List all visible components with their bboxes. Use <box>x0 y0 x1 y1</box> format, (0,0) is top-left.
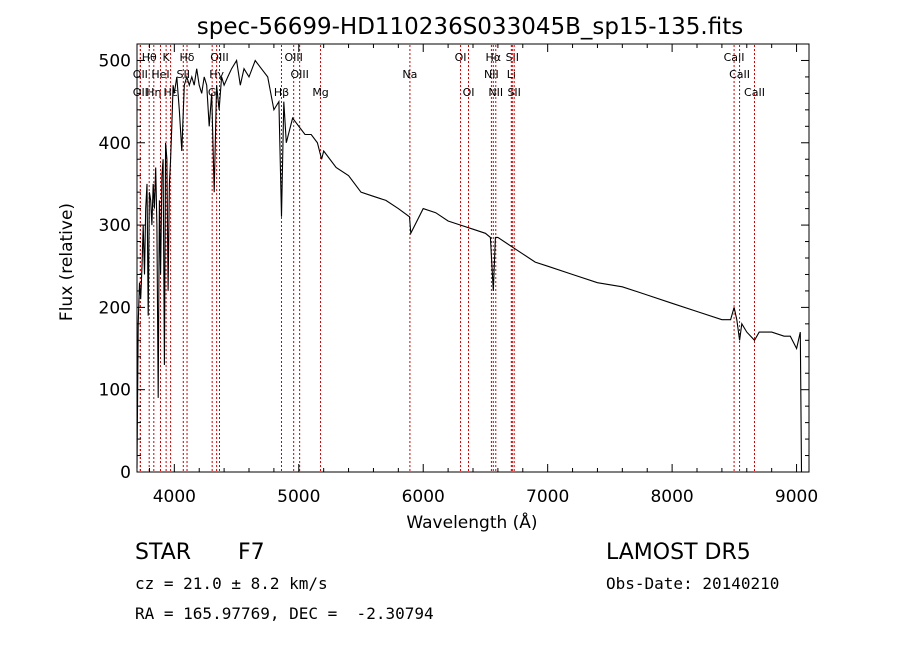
x-tick-label: 5000 <box>277 487 320 507</box>
line-marker-label: Hη <box>146 86 161 99</box>
line-marker-label: Hα <box>486 51 502 64</box>
line-marker-label: NII <box>484 68 499 81</box>
spectrum-series <box>136 58 803 473</box>
x-axis-label: Wavelength (Å) <box>406 511 537 533</box>
line-marker-label: Hβ <box>274 86 289 99</box>
line-marker-label: Hθ <box>142 51 157 64</box>
line-marker-label: OIII <box>284 51 302 64</box>
coordinates: RA = 165.97769, DEC = -2.30794 <box>135 604 434 623</box>
line-marker-label: SII <box>506 51 519 64</box>
line-marker-label: OIII <box>290 68 308 81</box>
line-marker-label: K <box>163 51 171 64</box>
line-marker-label: OII <box>133 86 148 99</box>
line-marker-label: CaII <box>729 68 750 81</box>
axes: 4000 5000 6000 7000 8000 9000 0 100 200 300 400 500 <box>99 44 818 507</box>
line-marker-label: Na <box>402 68 417 81</box>
x-tick-label: 7000 <box>526 487 569 507</box>
line-marker-label: HeI <box>151 68 169 81</box>
x-tick-label: 6000 <box>402 487 445 507</box>
y-tick-label: 500 <box>99 51 131 71</box>
line-marker-label: CaII <box>724 51 745 64</box>
x-tick-label: 4000 <box>153 487 196 507</box>
line-marker-label: Hδ <box>180 51 195 64</box>
line-marker-label: SII <box>507 86 520 99</box>
line-marker-label: OI <box>463 86 475 99</box>
y-axis-label: Flux (relative) <box>57 203 77 321</box>
x-tick-label: 8000 <box>650 487 693 507</box>
line-marker-label: CaII <box>744 86 765 99</box>
line-marker-label: Mg <box>312 86 328 99</box>
y-tick-label: 300 <box>99 216 131 236</box>
plot-frame <box>136 43 810 473</box>
line-marker-label: G <box>208 86 217 99</box>
line-marker-label: Li <box>507 68 516 81</box>
line-marker-label: OI <box>455 51 467 64</box>
object-subclass: F7 <box>238 540 265 565</box>
chart-title: spec-56699-HD110236S033045B_sp15-135.fit… <box>197 14 743 40</box>
y-tick-label: 100 <box>99 381 131 401</box>
line-marker-label: NII <box>488 86 503 99</box>
y-tick-label: 400 <box>99 134 131 154</box>
object-class: STAR <box>135 540 192 565</box>
spectrum-line <box>136 58 803 473</box>
line-marker-label: Hγ <box>209 68 224 81</box>
survey-name: LAMOST DR5 <box>606 540 751 565</box>
y-tick-label: 200 <box>99 298 131 318</box>
redshift-velocity: cz = 21.0 ± 8.2 km/s <box>135 574 328 593</box>
line-marker-label: OIII <box>210 51 228 64</box>
observation-date: Obs-Date: 20140210 <box>606 574 780 593</box>
y-tick-label: 0 <box>120 463 131 483</box>
x-tick-label: 9000 <box>775 487 818 507</box>
